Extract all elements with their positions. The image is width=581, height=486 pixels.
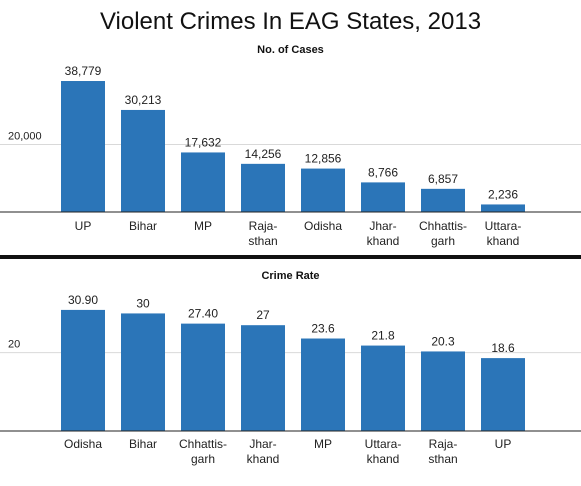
chart-subtitle: Crime Rate	[261, 270, 319, 282]
data-label: 6,857	[428, 172, 458, 186]
data-label: 2,236	[488, 187, 518, 201]
data-label: 14,256	[245, 147, 282, 161]
category-label: Bihar	[129, 437, 157, 451]
data-label: 12,856	[305, 152, 342, 166]
category-label: sthan	[248, 234, 277, 248]
data-label: 38,779	[65, 64, 102, 78]
category-label: Chhattis-	[419, 219, 467, 233]
category-label: khand	[247, 452, 280, 466]
category-label: Raja-	[249, 219, 278, 233]
bar	[61, 309, 105, 431]
category-label: MP	[194, 219, 212, 233]
bar	[361, 182, 405, 212]
category-label: Odisha	[64, 437, 102, 451]
bar	[301, 168, 345, 212]
category-label: Uttara-	[485, 219, 522, 233]
data-label: 27	[256, 308, 270, 322]
data-label: 20.3	[431, 334, 455, 348]
category-label: khand	[487, 234, 520, 248]
bar	[301, 338, 345, 431]
data-label: 17,632	[185, 135, 222, 149]
crime-rate-chart: Crime Rate 20 30.90 Odisha 30 Bihar 27.40 Chhat…	[0, 270, 581, 466]
bar	[181, 323, 225, 431]
category-label: Bihar	[129, 219, 157, 233]
bar	[121, 109, 165, 212]
category-label: Odisha	[304, 219, 342, 233]
category-label: khand	[367, 234, 400, 248]
data-label: 30,213	[125, 93, 162, 107]
bar	[241, 325, 285, 431]
category-label: Uttara-	[365, 437, 402, 451]
category-label: garh	[191, 452, 215, 466]
bar	[121, 313, 165, 431]
bar	[421, 351, 465, 431]
bar	[481, 358, 525, 431]
data-label: 21.8	[371, 329, 395, 343]
category-label: Raja-	[429, 437, 458, 451]
category-label: UP	[75, 219, 92, 233]
category-label: Jhar-	[369, 219, 396, 233]
data-label: 18.6	[491, 341, 515, 355]
category-label: UP	[495, 437, 512, 451]
category-label: garh	[431, 234, 455, 248]
category-label: khand	[367, 452, 400, 466]
chart-title: Violent Crimes In EAG States, 2013	[99, 8, 482, 35]
data-label: 23.6	[311, 322, 335, 336]
bar	[361, 345, 405, 431]
bar	[421, 188, 465, 212]
y-tick-label: 20,000	[8, 130, 42, 142]
y-tick-label: 20	[8, 339, 20, 351]
data-label: 30	[136, 296, 150, 310]
category-label: Jhar-	[249, 437, 276, 451]
bar	[61, 81, 105, 212]
section-divider	[0, 255, 581, 259]
category-label: Chhattis-	[179, 437, 227, 451]
cases-chart: No. of Cases 20,000 38,779 UP 30,213 Bihar 17,…	[0, 44, 581, 248]
bar	[181, 152, 225, 212]
category-label: MP	[314, 437, 332, 451]
bar	[241, 163, 285, 212]
category-label: sthan	[428, 452, 457, 466]
data-label: 8,766	[368, 165, 398, 179]
bar	[481, 204, 525, 212]
data-label: 30.90	[68, 293, 98, 307]
data-label: 27.40	[188, 307, 218, 321]
chart-subtitle: No. of Cases	[257, 44, 324, 56]
